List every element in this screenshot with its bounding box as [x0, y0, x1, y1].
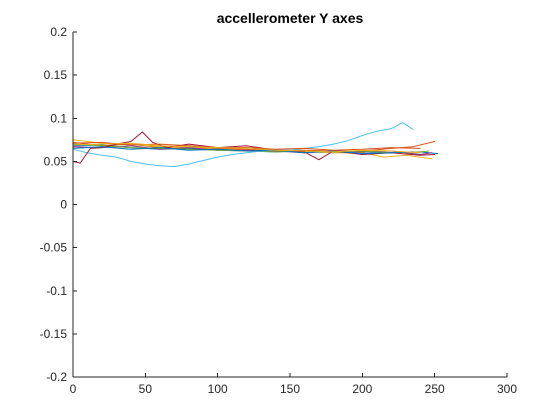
chart-title: accellerometer Y axes	[217, 10, 364, 26]
y-tick-label: 0.2	[50, 25, 67, 39]
x-tick-label: 200	[352, 382, 372, 396]
y-tick-label: -0.2	[46, 370, 67, 384]
x-tick-label: 50	[139, 382, 153, 396]
x-tick-label: 150	[280, 382, 300, 396]
x-tick-label: 300	[497, 382, 517, 396]
series-line-10	[72, 142, 421, 154]
axes-layer: 0 50 100 150 200 250 300 0.2 0.15 0.1 0.05 0 -0.05 -0…	[40, 25, 518, 396]
y-tick-label: 0.15	[44, 68, 68, 82]
series-line-8	[72, 146, 414, 155]
x-tick-label: 100	[208, 382, 228, 396]
y-tick-label: 0	[60, 198, 67, 212]
y-tick-label: 0.05	[44, 154, 68, 168]
series-layer	[72, 122, 439, 168]
x-tick-label: 250	[425, 382, 445, 396]
series-line-9	[72, 141, 421, 151]
y-tick-label: -0.15	[40, 327, 68, 341]
y-tick-label: 0.1	[50, 111, 67, 125]
x-tick-label: 0	[70, 382, 77, 396]
y-tick-label: -0.1	[46, 284, 67, 298]
y-tick-label: -0.05	[40, 241, 68, 255]
series-line-6	[72, 122, 414, 168]
